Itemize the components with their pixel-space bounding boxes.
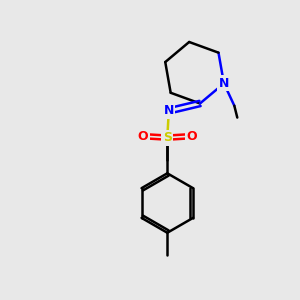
Text: N: N [219, 77, 229, 90]
Text: S: S [163, 131, 172, 144]
Text: O: O [186, 130, 197, 143]
Text: O: O [138, 130, 148, 143]
Text: N: N [164, 104, 174, 117]
